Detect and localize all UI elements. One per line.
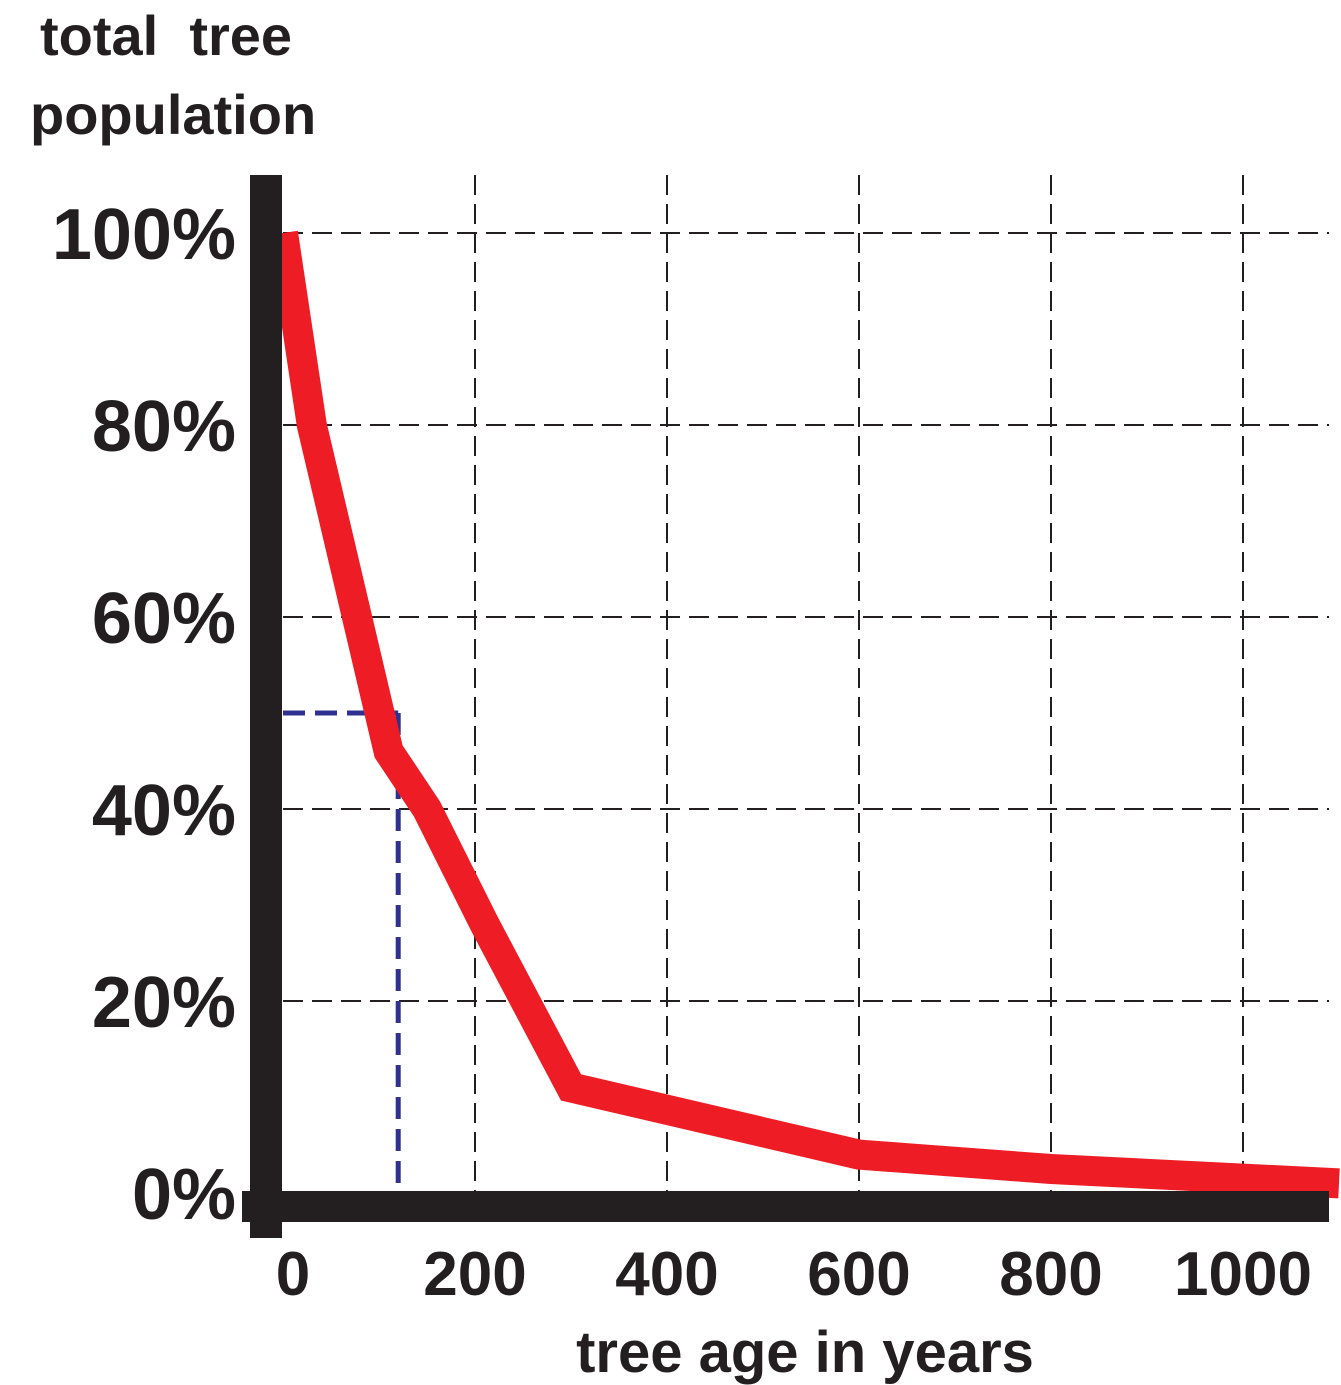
y-tick-labels: 0% 20% 40% 60% 80% 100% xyxy=(52,195,236,1235)
x-tick-label: 200 xyxy=(423,1240,526,1309)
x-tick-label: 400 xyxy=(615,1240,718,1309)
y-tick-label: 80% xyxy=(92,387,236,467)
y-axis-title-line-2: population xyxy=(30,83,316,146)
y-tick-label: 0% xyxy=(132,1155,236,1235)
x-tick-labels: 0 200 400 600 800 1000 xyxy=(276,1240,1312,1309)
x-axis-title: tree age in years xyxy=(576,1320,1034,1385)
y-tick-label: 100% xyxy=(52,195,236,275)
y-tick-label: 40% xyxy=(92,771,236,851)
y-tick-label: 60% xyxy=(92,579,236,659)
series-line-0 xyxy=(268,230,1340,1199)
series-layer xyxy=(268,230,1340,1199)
reference-lines xyxy=(283,710,401,1207)
x-axis-line xyxy=(242,1191,1329,1222)
x-tick-label: 0 xyxy=(276,1240,310,1309)
x-tick-label: 1000 xyxy=(1174,1240,1312,1309)
y-axis-title-line-1: total tree xyxy=(40,4,292,67)
gridlines xyxy=(283,175,1329,1193)
x-tick-label: 800 xyxy=(999,1240,1102,1309)
y-axis-line xyxy=(250,175,282,1238)
x-tick-label: 600 xyxy=(807,1240,910,1309)
y-tick-label: 20% xyxy=(92,963,236,1043)
